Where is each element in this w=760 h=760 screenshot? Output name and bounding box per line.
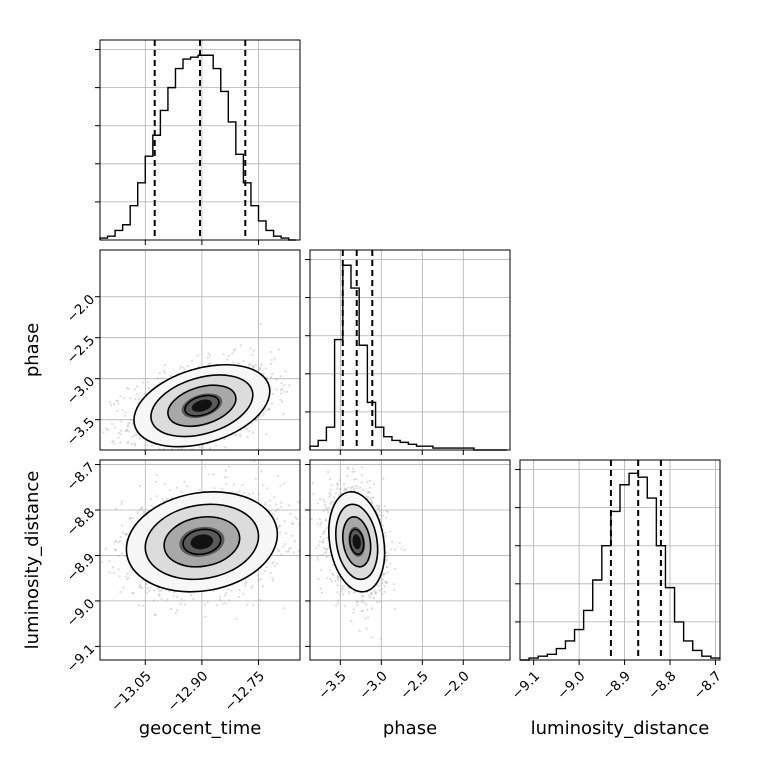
joint-geocent-time-vs-phase <box>95 249 301 455</box>
xtick-label-phase-3: −2.0 <box>438 668 472 702</box>
hist-step-geocent-time <box>99 54 297 241</box>
xtick-label-geocent-time-1: −12.90 <box>165 668 212 715</box>
ytick-label-luminosity-distance-0: −9.1 <box>64 641 98 675</box>
joint-geocent-time-vs-luminosity-distance <box>95 459 301 665</box>
joint-frame-1 <box>99 459 301 661</box>
xtick-label-luminosity-distance-4: −8.7 <box>690 668 724 702</box>
contour-0-2 <box>150 374 254 438</box>
contour-0-1 <box>167 384 237 428</box>
joint-plot-area-0 <box>102 323 300 450</box>
contour-2-3 <box>328 491 386 593</box>
xtick-label-luminosity-distance-1: −9.0 <box>554 668 588 702</box>
xlabel-luminosity-distance: luminosity_distance <box>531 718 710 739</box>
hist-frame-0 <box>99 39 301 241</box>
hist-frame-2 <box>519 459 721 661</box>
xlabel-phase: phase <box>383 718 437 739</box>
ylabel-luminosity-distance: luminosity_distance <box>22 471 43 650</box>
xtick-label-phase-1: −3.0 <box>356 668 390 702</box>
xtick-label-phase-2: −2.5 <box>397 668 431 702</box>
contour-2-1 <box>341 516 372 568</box>
contour-0-0 <box>184 394 220 417</box>
xtick-label-luminosity-distance-2: −8.9 <box>600 668 634 702</box>
ytick-label-phase-1: −3.0 <box>64 374 98 408</box>
hist-step-phase <box>309 264 507 451</box>
hist-step-luminosity-distance <box>520 472 720 661</box>
joint-plot-area-2 <box>310 460 406 640</box>
xtick-label-geocent-time-0: −13.05 <box>108 668 155 715</box>
density-level-0-4 <box>191 399 213 412</box>
joint-plot-area-1 <box>100 460 300 621</box>
ytick-label-luminosity-distance-3: −8.8 <box>64 505 98 539</box>
ytick-label-phase-0: −3.5 <box>64 415 98 449</box>
ylabel-phase: phase <box>22 323 43 377</box>
histogram-phase <box>305 249 511 455</box>
contour-0-3 <box>133 363 271 448</box>
joint-frame-2 <box>309 459 511 661</box>
ytick-label-luminosity-distance-1: −9.0 <box>64 596 98 630</box>
xtick-label-luminosity-distance-3: −8.8 <box>645 668 679 702</box>
contour-1-1 <box>163 516 241 568</box>
xtick-label-phase-0: −3.5 <box>315 668 349 702</box>
contour-1-3 <box>125 491 279 593</box>
axis-labels: geocent_time phase luminosity_distance p… <box>22 323 709 739</box>
ytick-label-luminosity-distance-4: −8.7 <box>64 459 98 493</box>
hist-frame-1 <box>309 249 511 451</box>
ytick-label-phase-3: −2.0 <box>64 292 98 326</box>
histogram-geocent-time <box>95 39 301 245</box>
contour-2-0 <box>348 528 365 556</box>
histogram-luminosity-distance <box>515 459 721 665</box>
contour-1-0 <box>182 528 222 556</box>
xlabel-geocent-time: geocent_time <box>139 718 262 739</box>
ytick-label-luminosity-distance-2: −8.9 <box>64 550 98 584</box>
joint-frame-0 <box>99 249 301 451</box>
density-level-2-4 <box>352 534 361 550</box>
ytick-label-phase-2: −2.5 <box>64 333 98 367</box>
corner-panels: −13.05 −12.90 −12.75 −3.5 −3.0 −2.5 −2.0 −9.1 −9… <box>64 39 725 715</box>
contour-2-2 <box>335 503 379 581</box>
contour-1-2 <box>144 503 260 581</box>
xtick-label-geocent-time-2: −12.75 <box>221 668 268 715</box>
joint-phase-vs-luminosity-distance <box>305 459 511 665</box>
xtick-label-luminosity-distance-0: −9.1 <box>509 668 543 702</box>
density-level-1-4 <box>190 534 214 550</box>
